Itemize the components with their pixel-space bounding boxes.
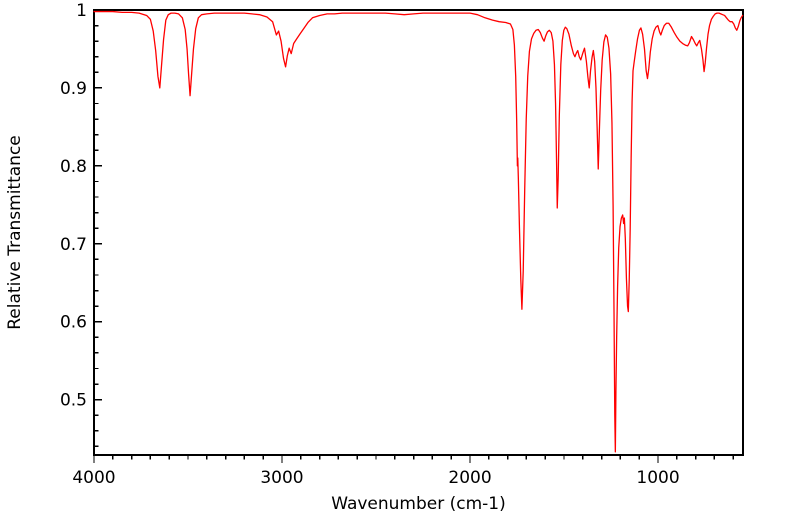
axis-tick-labels: 0.5 0.6 0.7 0.8 0.9 1 4000 3000 2000 1000 (60, 1, 680, 488)
y-tick-label: 0.9 (60, 79, 87, 99)
y-axis-label: Relative Transmittance (5, 135, 25, 330)
plot-frame (93, 9, 744, 456)
x-tick-label: 3000 (260, 468, 303, 488)
y-tick-label: 0.6 (60, 313, 87, 333)
x-tick-label: 4000 (72, 468, 115, 488)
spectrum-line (93, 10, 744, 453)
y-tick-label: 0.8 (60, 157, 87, 177)
y-tick-label: 0.7 (60, 235, 87, 255)
y-tick-label: 1 (76, 1, 87, 21)
axis-ticks (93, 9, 734, 463)
x-tick-label: 2000 (448, 468, 491, 488)
x-axis-label: Wavenumber (cm-1) (331, 494, 506, 514)
y-tick-label: 0.5 (60, 391, 87, 411)
x-tick-label: 1000 (636, 468, 679, 488)
